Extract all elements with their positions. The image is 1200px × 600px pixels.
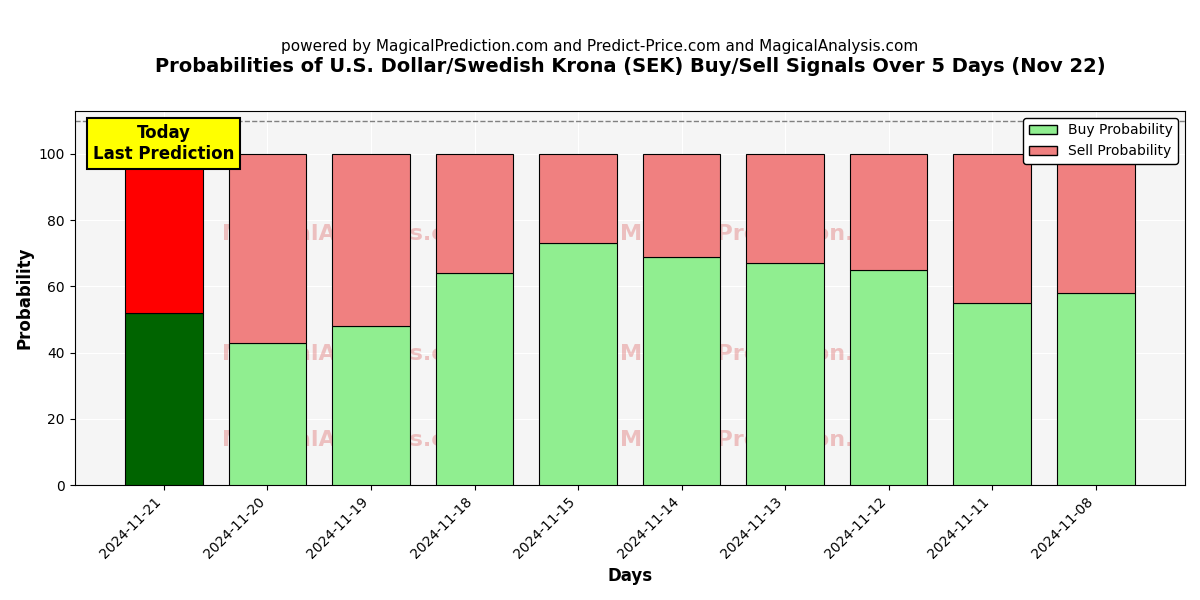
Text: MagicalAnalysis.com: MagicalAnalysis.com (222, 344, 482, 364)
Text: MagicalAnalysis.com: MagicalAnalysis.com (222, 430, 482, 450)
Bar (953, 303, 1031, 485)
Bar (332, 326, 410, 485)
Bar (746, 263, 824, 485)
Bar (436, 154, 514, 273)
Text: MagicalPrediction.com: MagicalPrediction.com (620, 344, 906, 364)
Bar (229, 343, 306, 485)
Bar (229, 154, 306, 343)
Bar (125, 313, 203, 485)
Legend: Buy Probability, Sell Probability: Buy Probability, Sell Probability (1024, 118, 1178, 164)
Bar (539, 244, 617, 485)
Bar (539, 154, 617, 244)
Title: Probabilities of U.S. Dollar/Swedish Krona (SEK) Buy/Sell Signals Over 5 Days (N: Probabilities of U.S. Dollar/Swedish Kro… (155, 57, 1105, 76)
Bar (1057, 154, 1134, 293)
Bar (125, 154, 203, 313)
Bar (643, 257, 720, 485)
Bar (643, 154, 720, 257)
X-axis label: Days: Days (607, 567, 653, 585)
Text: MagicalAnalysis.com: MagicalAnalysis.com (222, 224, 482, 244)
Bar (953, 154, 1031, 303)
Bar (1057, 293, 1134, 485)
Bar (850, 270, 928, 485)
Text: MagicalPrediction.com: MagicalPrediction.com (620, 224, 906, 244)
Bar (436, 273, 514, 485)
Text: MagicalPrediction.com: MagicalPrediction.com (620, 430, 906, 450)
Text: Today
Last Prediction: Today Last Prediction (94, 124, 235, 163)
Y-axis label: Probability: Probability (16, 247, 34, 349)
Text: powered by MagicalPrediction.com and Predict-Price.com and MagicalAnalysis.com: powered by MagicalPrediction.com and Pre… (281, 39, 919, 54)
Bar (332, 154, 410, 326)
Bar (746, 154, 824, 263)
Bar (850, 154, 928, 270)
